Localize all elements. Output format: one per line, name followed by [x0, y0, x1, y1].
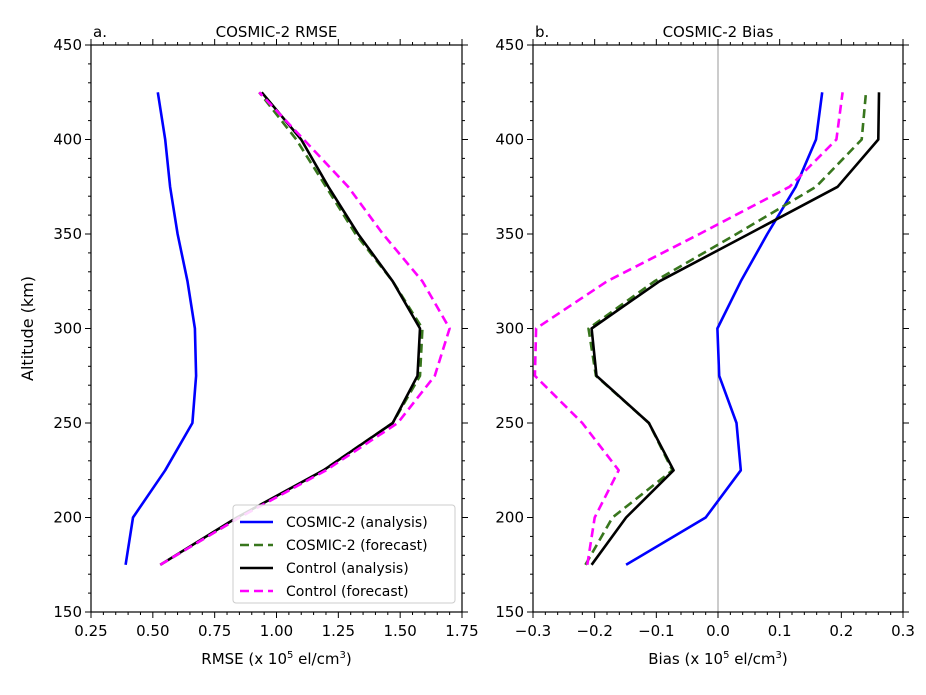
panel-title: COSMIC-2 Bias — [663, 23, 774, 41]
x-tick-label: −0.2 — [576, 622, 612, 640]
x-tick-label: 0.0 — [706, 622, 730, 640]
x-axis-label-part: 3 — [339, 650, 345, 661]
series-line-control-forecast — [159, 91, 451, 566]
axes-frame — [90, 44, 463, 613]
x-axis-label: RMSE (x 105 el/cm3) — [201, 650, 351, 668]
panel-label: a. — [93, 23, 107, 41]
series-line-cosmic-2-analysis — [625, 92, 824, 566]
y-axis-label: Altitude (km) — [18, 276, 37, 381]
x-tick-label: 0.75 — [198, 622, 231, 640]
x-tick-label: 0.2 — [829, 622, 853, 640]
x-tick-label: 1.00 — [260, 622, 293, 640]
x-tick-label: 0.50 — [136, 622, 169, 640]
legend-label: COSMIC-2 (forecast) — [286, 538, 428, 554]
y-tick-label: 250 — [53, 414, 82, 432]
series-line-control-analysis — [159, 91, 422, 566]
x-axis-label-part: RMSE (x 10 — [201, 650, 287, 668]
legend-box — [232, 504, 456, 604]
x-tick-label: −0.3 — [515, 622, 551, 640]
y-tick-label: 350 — [495, 225, 524, 243]
y-tick-label: 200 — [495, 509, 524, 527]
y-tick-label: 200 — [53, 509, 82, 527]
y-tick-label: 450 — [495, 36, 524, 54]
x-axis-label-part: ) — [346, 650, 352, 668]
y-tick-label: 400 — [495, 131, 524, 149]
x-axis-label-part: ) — [782, 650, 788, 668]
series-line-cosmic-2-forecast — [159, 91, 424, 566]
x-tick-label: −0.1 — [638, 622, 674, 640]
axes-frame — [532, 44, 904, 613]
series-line-control-analysis — [590, 92, 881, 566]
y-tick-label: 250 — [495, 414, 524, 432]
y-tick-label: 300 — [53, 320, 82, 338]
x-tick-label: 0.1 — [768, 622, 792, 640]
y-tick-label: 350 — [53, 225, 82, 243]
x-axis-label-part: el/cm — [293, 650, 339, 668]
x-axis-label-part: 3 — [776, 650, 782, 661]
panel-a: 0.25 0.50 0.75 1.00 1.25 1.50 1.75 150 200 250 300… — [18, 23, 479, 668]
y-tick-label: 300 — [495, 320, 524, 338]
y-tick-label: 150 — [495, 603, 524, 621]
legend-label: Control (analysis) — [286, 561, 409, 577]
legend-label: COSMIC-2 (analysis) — [286, 515, 428, 531]
series-line-cosmic-2-forecast — [584, 92, 868, 566]
y-tick-label: 450 — [53, 36, 82, 54]
x-axis-label-part: Bias (x 10 — [648, 650, 723, 668]
x-axis-label-part: el/cm — [729, 650, 775, 668]
panel-title: COSMIC-2 RMSE — [216, 23, 338, 41]
series-line-control-forecast — [533, 92, 844, 566]
legend-label: Control (forecast) — [286, 584, 409, 600]
x-axis-label-part: 5 — [723, 650, 729, 661]
x-tick-label: 1.50 — [383, 622, 416, 640]
y-tick-label: 150 — [53, 603, 82, 621]
x-tick-label: 1.75 — [445, 622, 478, 640]
panel-b: −0.3 −0.2 −0.1 0.0 0.1 0.2 0.3 150 200 250 300 350 4… — [495, 23, 915, 668]
legend: COSMIC-2 (analysis) COSMIC-2 (forecast) Co… — [232, 504, 456, 604]
panel-label: b. — [535, 23, 549, 41]
x-tick-label: 1.25 — [322, 622, 355, 640]
y-tick-label: 400 — [53, 131, 82, 149]
x-axis-label-part: 5 — [287, 650, 293, 661]
series-line-cosmic-2-analysis — [124, 92, 198, 566]
x-tick-label: 0.3 — [891, 622, 915, 640]
x-axis-label: Bias (x 105 el/cm3) — [648, 650, 788, 668]
x-tick-label: 0.25 — [74, 622, 107, 640]
